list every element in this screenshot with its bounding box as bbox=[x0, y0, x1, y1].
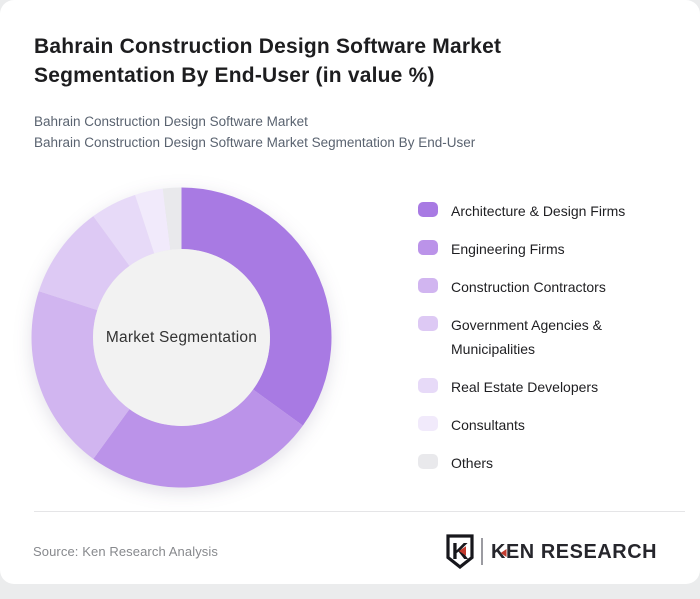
donut-slice-3[interactable] bbox=[38, 216, 130, 311]
donut-slice-4[interactable] bbox=[93, 194, 155, 266]
donut-slice-0[interactable] bbox=[181, 187, 332, 426]
legend-label: Others bbox=[451, 455, 494, 471]
legend-label: Construction Contractors bbox=[451, 279, 606, 295]
legend-item-engineering-firms[interactable]: Engineering Firms bbox=[418, 237, 673, 261]
donut-hole bbox=[93, 249, 270, 426]
legend-swatch bbox=[418, 416, 438, 431]
footer-divider bbox=[34, 511, 685, 512]
legend-swatch bbox=[418, 454, 438, 469]
page-title-line-1: Bahrain Construction Design Software Mar… bbox=[34, 35, 502, 58]
donut-slice-5[interactable] bbox=[135, 188, 171, 254]
legend-item-government-agencies-municipalities[interactable]: Government Agencies & Municipalities bbox=[418, 313, 673, 361]
logo-divider-bar bbox=[481, 538, 483, 565]
logo-wordmark: KEN RESEARCH bbox=[491, 540, 657, 564]
page-title-line-2: Segmentation By End-User (in value %) bbox=[34, 64, 435, 87]
logo-wordmark-k: K bbox=[491, 539, 508, 563]
ken-research-logo: K KEN RESEARCH bbox=[446, 534, 662, 569]
legend-item-others[interactable]: Others bbox=[418, 451, 673, 475]
ken-research-shield-icon: K bbox=[446, 534, 474, 569]
shield-accent-triangle bbox=[459, 546, 466, 556]
legend-swatch bbox=[418, 202, 438, 217]
legend-label: Real Estate Developers bbox=[451, 379, 599, 395]
legend-label: Architecture & Design Firms bbox=[451, 203, 626, 219]
legend-swatch bbox=[418, 240, 438, 255]
legend-item-consultants[interactable]: Consultants bbox=[418, 413, 673, 437]
legend-label: Engineering Firms bbox=[451, 241, 565, 257]
subtitle-line-1: Bahrain Construction Design Software Mar… bbox=[34, 114, 308, 129]
page-title: Bahrain Construction Design Software Mar… bbox=[34, 32, 501, 90]
legend-item-construction-contractors[interactable]: Construction Contractors bbox=[418, 275, 673, 299]
subtitle-line-2: Bahrain Construction Design Software Mar… bbox=[34, 135, 476, 150]
chart-card: Bahrain Construction Design Software Mar… bbox=[0, 0, 700, 584]
donut-center-label: Market Segmentation bbox=[105, 328, 258, 346]
chart-subtitle: Bahrain Construction Design Software Mar… bbox=[34, 111, 475, 153]
donut-slice-2[interactable] bbox=[31, 291, 130, 459]
legend-item-architecture-design-firms[interactable]: Architecture & Design Firms bbox=[418, 199, 673, 223]
legend-item-real-estate-developers[interactable]: Real Estate Developers bbox=[418, 375, 673, 399]
donut-slice-6[interactable] bbox=[162, 187, 182, 250]
donut-slice-1[interactable] bbox=[93, 389, 303, 488]
donut-chart: Market Segmentation bbox=[31, 187, 332, 488]
source-note: Source: Ken Research Analysis bbox=[33, 544, 218, 559]
legend-swatch bbox=[418, 278, 438, 293]
legend-swatch bbox=[418, 316, 438, 331]
logo-wordmark-rest: EN RESEARCH bbox=[505, 539, 658, 563]
legend-label: Consultants bbox=[451, 417, 525, 433]
legend-swatch bbox=[418, 378, 438, 393]
legend-label: Government Agencies & Municipalities bbox=[451, 317, 602, 357]
donut-svg bbox=[31, 187, 332, 488]
chart-legend: Architecture & Design Firms Engineering … bbox=[418, 199, 673, 489]
